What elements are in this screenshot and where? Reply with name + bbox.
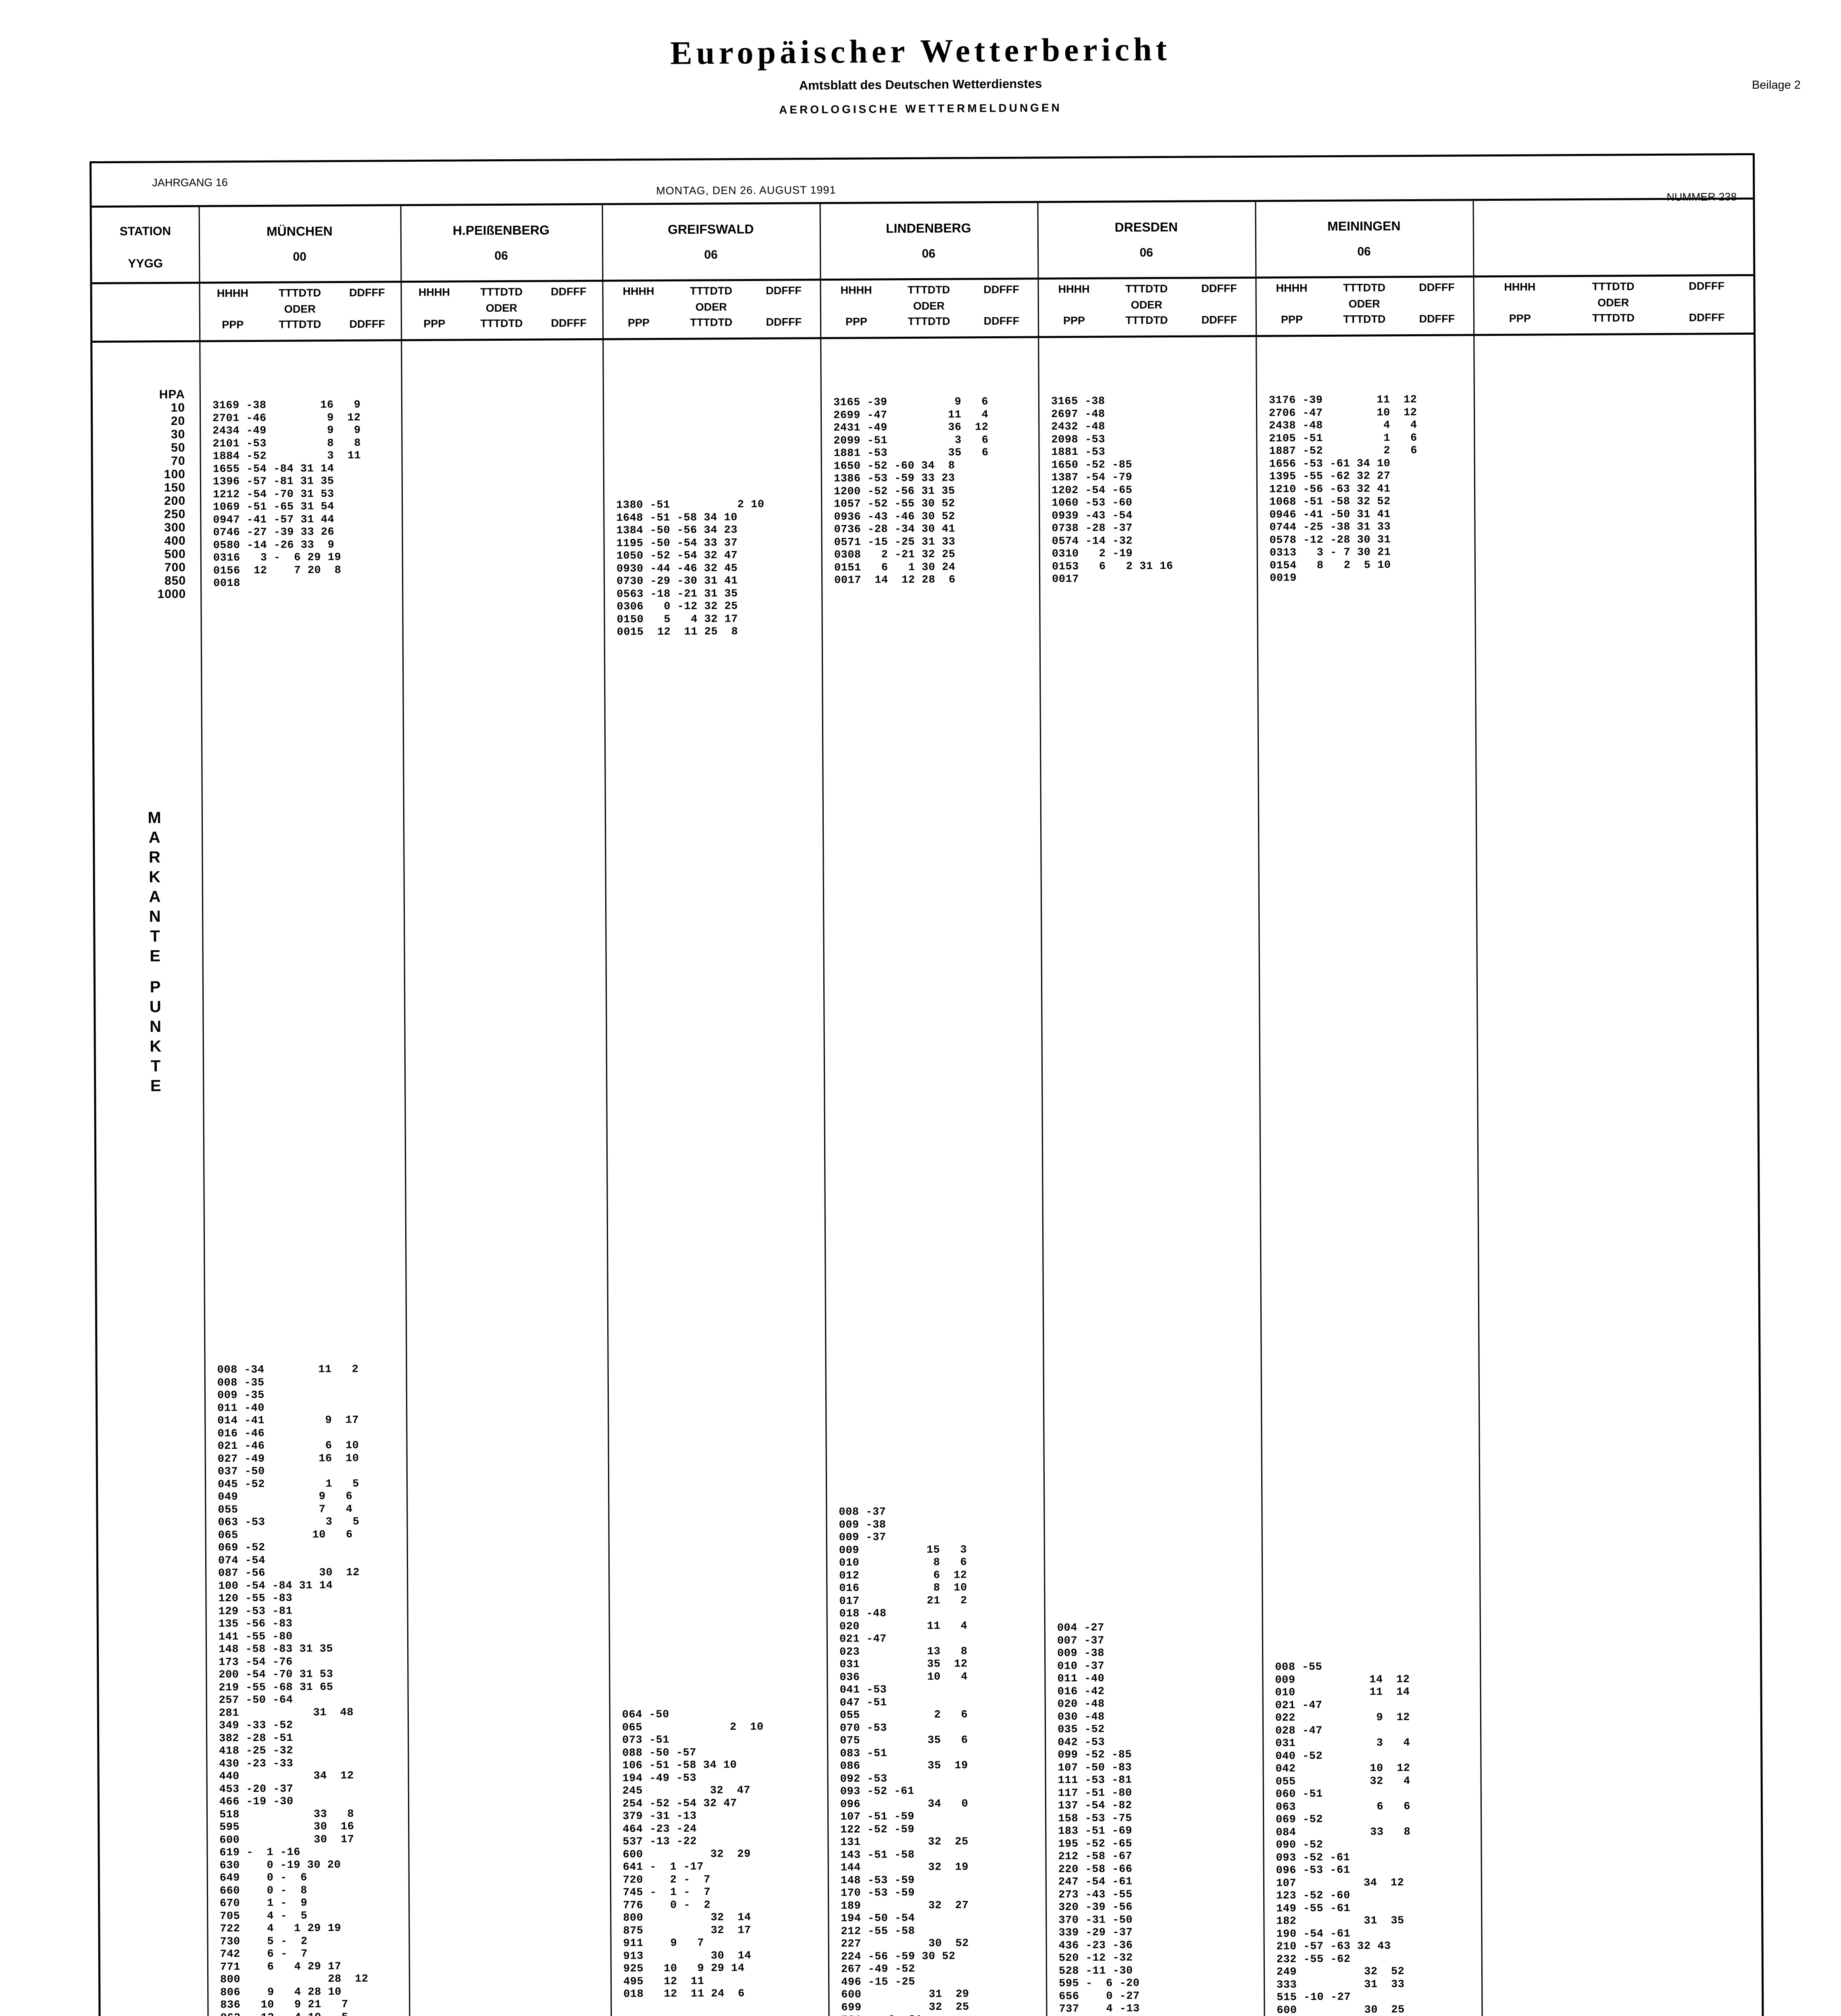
masthead: Europäischer Wetterbericht Amtsblatt des…: [0, 31, 1841, 116]
supplement-label: Beilage 2: [1752, 79, 1801, 92]
issue-date: MONTAG, DEN 26. AUGUST 1991: [656, 183, 836, 197]
station-header-band: STATION YYGG MÜNCHEN 00 H.PEIßENBERG 06 …: [92, 198, 1754, 282]
station-label-cell: STATION YYGG: [92, 205, 199, 282]
masthead-section: AEROLOGISCHE WETTERMELDUNGEN: [779, 101, 1062, 116]
station-name: MEININGEN: [1327, 219, 1401, 233]
hpa-level: 700: [164, 560, 186, 575]
hdr-ddfff2: DDFFF: [349, 318, 385, 330]
hpa-level: 500: [164, 547, 186, 561]
hpa-column: HPA 10 20 30 50 70 100 150 200 250 300 4…: [92, 340, 209, 2016]
station-name: H.PEIßENBERG: [452, 223, 550, 238]
page-title: Europäischer Wetterbericht: [670, 31, 1171, 71]
standard-levels-data: 3176 -39 11 12 2706 -47 10 12 2438 -48 4…: [1268, 394, 1418, 585]
data-column-empty: [1473, 333, 1763, 2016]
station-header-empty: [1472, 198, 1753, 275]
hpa-level: 200: [164, 494, 186, 508]
hpa-level: 70: [171, 454, 185, 468]
data-column-greifswald: 1380 -51 2 10 1648 -51 -58 34 10 1384 -5…: [602, 337, 830, 2016]
hdr-ppp: PPP: [222, 319, 244, 331]
markante-punkte-data: 008 -55 009 14 12 010 11 14 021 -47 022 …: [1275, 1661, 1411, 2016]
station-name: GREIFSWALD: [668, 221, 754, 237]
colhdr-lindenberg: HHHH TTTDTD DDFFF ODER PPP TTTDTD DDFFF: [840, 283, 1020, 328]
colhdr-peissenberg: HHHH TTTDTD DDFFF ODER PPP TTTDTD DDFFF: [418, 285, 587, 330]
station-time: 06: [922, 247, 935, 260]
station-header-meiningen: MEININGEN 06: [1255, 199, 1473, 277]
hpa-unit: HPA: [159, 387, 185, 402]
station-time: 06: [704, 248, 718, 262]
hpa-level: 10: [171, 401, 185, 415]
markante-punkte-data: 008 -37 009 -38 009 -37 009 15 3 010 8 6…: [839, 1506, 969, 2016]
station-time: 00: [293, 250, 306, 264]
markante-punkte-data: 008 -34 11 2 008 -35 009 -35 011 -40 014…: [217, 1363, 369, 2016]
hdr-ddfff: DDFFF: [349, 286, 385, 299]
station-label: STATION: [119, 225, 171, 238]
hdr-hhhh: HHHH: [217, 287, 249, 300]
data-column-lindenberg: 3165 -39 9 6 2699 -47 11 4 2431 -49 36 1…: [820, 336, 1048, 2016]
colhdr-greifswald: HHHH TTTDTD DDFFF ODER PPP TTTDTD DDFFF: [623, 284, 802, 329]
station-name: DRESDEN: [1114, 219, 1178, 235]
hpa-levels: HPA 10 20 30 50 70 100 150 200 250 300 4…: [93, 388, 201, 601]
standard-levels-data: 3165 -39 9 6 2699 -47 11 4 2431 -49 36 1…: [833, 396, 989, 587]
station-time: 06: [1357, 245, 1371, 258]
station-header-peissenberg: H.PEIßENBERG 06: [400, 203, 602, 281]
hpa-level: 150: [164, 481, 186, 495]
station-header-greifswald: GREIFSWALD 06: [602, 202, 820, 280]
markante-punkte-data: 064 -50 065 2 10 073 -51 088 -50 -57 106…: [622, 1709, 764, 2001]
data-column-meiningen: 3176 -39 11 12 2706 -47 10 12 2438 -48 4…: [1256, 334, 1483, 2016]
yygg-label: YYGG: [128, 257, 163, 271]
hdr-tttdtd2: TTTDTD: [279, 318, 321, 331]
hpa-level: 1000: [157, 587, 186, 601]
hpa-level: 300: [164, 521, 186, 535]
hpa-level: 850: [164, 574, 186, 588]
colhdr-muenchen: HHHH TTTDTD DDFFF ODER PPP TTTDTD DDFFF: [199, 281, 401, 340]
station-time: 06: [1139, 246, 1153, 260]
colhdr-dresden: HHHH TTTDTD DDFFF ODER PPP TTTDTD DDFFF: [1058, 282, 1237, 327]
standard-levels-data: 3169 -38 16 9 2701 -46 9 12 2434 -49 9 9…: [212, 399, 361, 590]
markante-punkte-data: 004 -27 007 -37 009 -38 010 -37 011 -40 …: [1057, 1622, 1174, 2016]
hdr-oder: ODER: [284, 303, 316, 315]
station-header-lindenberg: LINDENBERG 06: [820, 201, 1038, 279]
data-column-dresden: 3165 -38 2697 -48 2432 -48 2098 -53 1881…: [1038, 335, 1265, 2016]
hpa-level: 20: [171, 414, 185, 428]
data-column-muenchen: 3169 -38 16 9 2701 -46 9 12 2434 -49 9 9…: [199, 339, 410, 2016]
markante-punkte-label: M A R K A N T E P U N K T E: [148, 809, 162, 1095]
data-band: HPA 10 20 30 50 70 100 150 200 250 300 4…: [92, 333, 1763, 2016]
standard-levels-data: 1380 -51 2 10 1648 -51 -58 34 10 1384 -5…: [616, 498, 764, 639]
hpa-level: 250: [164, 507, 186, 521]
hpa-level: 400: [164, 534, 186, 548]
meta-band: JAHRGANG 16 MONTAG, DEN 26. AUGUST 1991 …: [92, 155, 1753, 206]
column-header-band: HHHH TTTDTD DDFFF ODER PPP TTTDTD DDFFF HHHH…: [92, 274, 1754, 341]
hpa-level: 100: [164, 467, 185, 481]
station-time: 06: [494, 249, 508, 263]
hpa-level: 30: [171, 427, 185, 442]
volume-label: JAHRGANG 16: [152, 176, 228, 189]
station-name: LINDENBERG: [885, 221, 971, 236]
data-column-peissenberg: [401, 338, 612, 2016]
hpa-level: 50: [171, 441, 185, 455]
hdr-tttdtd: TTTDTD: [279, 287, 321, 299]
station-header-dresden: DRESDEN 06: [1037, 200, 1256, 278]
station-header-muenchen: MÜNCHEN 00: [199, 204, 401, 281]
station-name: MÜNCHEN: [266, 224, 333, 239]
station-name: [1473, 217, 1753, 218]
data-table: JAHRGANG 16 MONTAG, DEN 26. AUGUST 1991 …: [90, 153, 1766, 2016]
colhdr-empty: HHHH TTTDTD DDFFF ODER PPP TTTDTD DDFFF: [1504, 280, 1725, 325]
standard-levels-data: 3165 -38 2697 -48 2432 -48 2098 -53 1881…: [1051, 395, 1173, 586]
colhdr-meiningen: HHHH TTTDTD DDFFF ODER PPP TTTDTD DDFFF: [1276, 281, 1455, 326]
